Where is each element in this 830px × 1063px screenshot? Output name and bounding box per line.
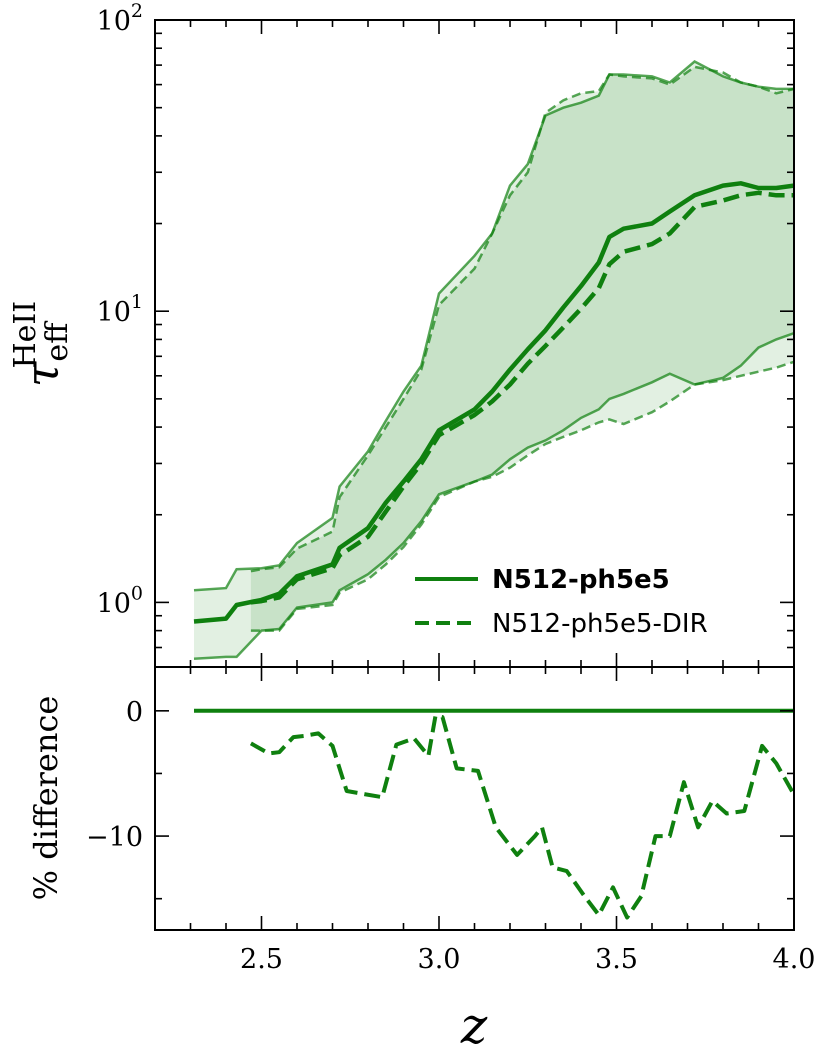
top-y-tick-label: 101 [97, 291, 143, 328]
median-line-N512-ph5e5-DIR [250, 190, 794, 605]
band-upper-N512-ph5e5-DIR [250, 65, 794, 573]
top-y-axis-label-sup: HeII [8, 301, 43, 369]
legend: N512-ph5e5 N512-ph5e5-DIR [415, 565, 708, 639]
top-y-tick-label-exponent: 2 [131, 0, 143, 22]
x-tick-label: 4.0 [773, 944, 816, 975]
x-tick-label: 3.5 [595, 944, 638, 975]
legend-label-N512-ph5e5-DIR: N512-ph5e5-DIR [492, 609, 708, 639]
band-N512-ph5e5 [194, 61, 794, 659]
median-line-N512-ph5e5 [193, 181, 794, 624]
band-lower-N512-ph5e5 [193, 332, 794, 661]
x-axis-label: z [460, 997, 488, 1055]
top-y-tick-label-exponent: 0 [131, 582, 143, 604]
top-y-tick-label-base: 10 [97, 6, 131, 37]
band-lower-N512-ph5e5-DIR [250, 360, 794, 632]
x-tick-label: 2.5 [240, 944, 283, 975]
top-y-tick-label-base: 10 [97, 297, 131, 328]
top-y-axis-label: τeffHeII [8, 301, 75, 387]
top-y-axis-label-sub: eff [40, 320, 75, 362]
top-y-axis-label-main: τ [15, 360, 69, 387]
bottom-y-axis-label: % difference [27, 696, 65, 901]
band-N512-ph5e5-DIR [250, 66, 794, 631]
diff-line-N512-ph5e5-DIR [249, 713, 794, 920]
band-upper-N512-ph5e5 [193, 60, 794, 592]
bottom-y-tick-label: 0 [126, 697, 143, 728]
bottom-y-tick-label: −10 [86, 822, 143, 853]
top-y-tick-label-base: 10 [97, 588, 131, 619]
top-y-tick-label-exponent: 1 [131, 291, 143, 313]
x-tick-label: 3.0 [418, 944, 461, 975]
legend-label-N512-ph5e5: N512-ph5e5 [492, 565, 670, 595]
bottom-panel: 0 −10 2.5 3.0 3.5 4.0 % difference z [27, 666, 816, 1055]
bottom-plot-frame [154, 666, 795, 931]
top-y-tick-label: 100 [97, 582, 143, 619]
top-y-tick-label: 102 [97, 0, 143, 37]
